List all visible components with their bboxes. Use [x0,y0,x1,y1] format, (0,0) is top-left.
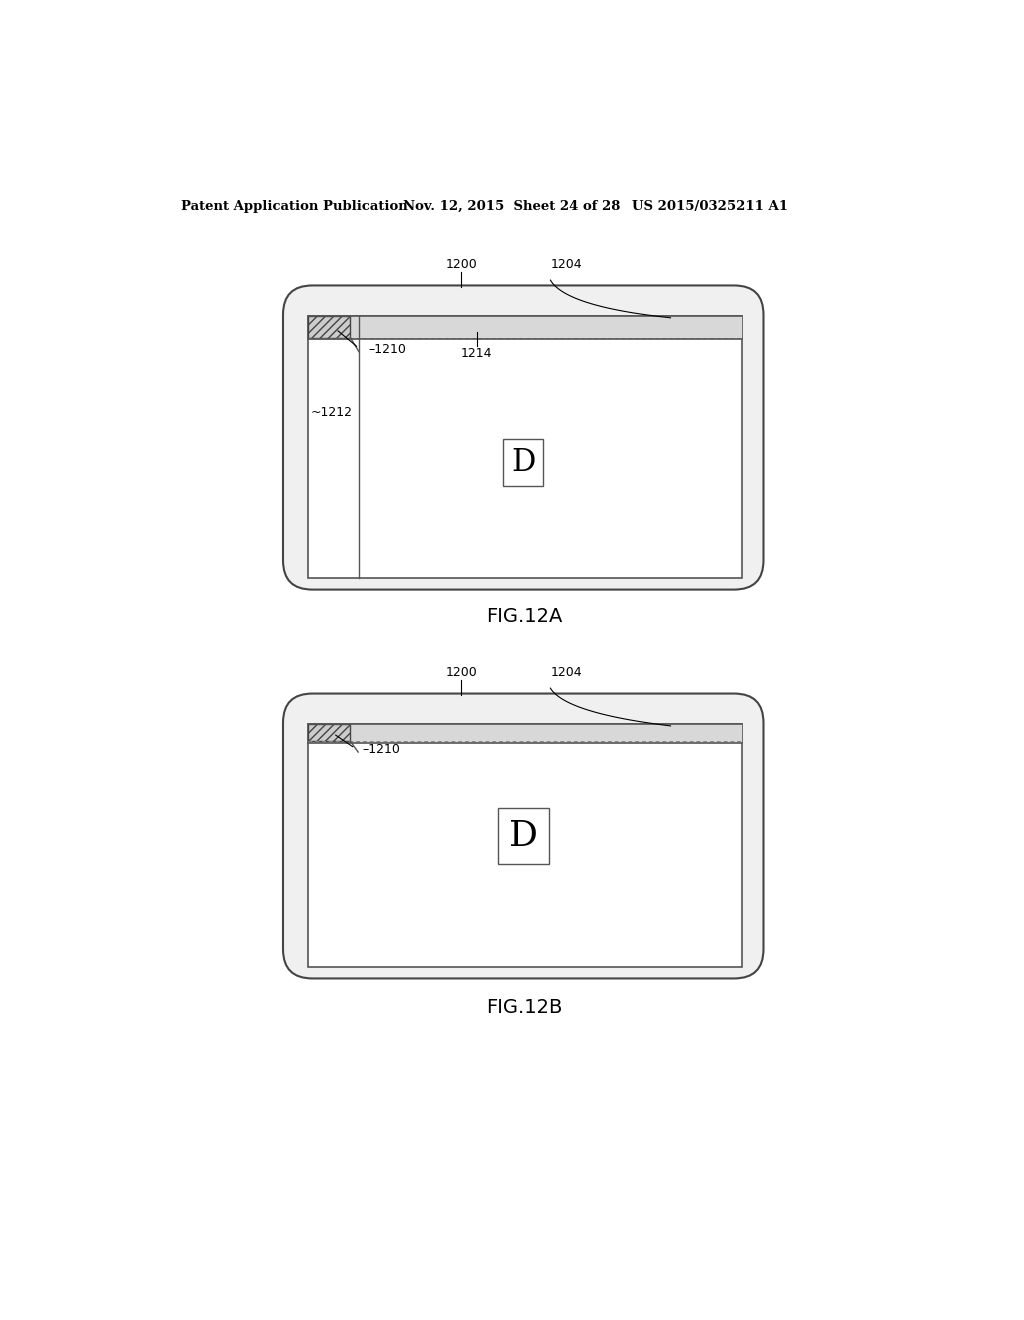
FancyBboxPatch shape [283,285,764,590]
Bar [308,317,350,338]
Text: Nov. 12, 2015  Sheet 24 of 28: Nov. 12, 2015 Sheet 24 of 28 [403,199,621,213]
Bar [308,317,741,578]
Bar [308,725,741,743]
Text: 1200: 1200 [445,665,477,678]
Bar [308,317,350,338]
Text: –1210: –1210 [369,343,407,356]
Bar [308,317,350,338]
Text: D: D [509,818,538,853]
Text: D: D [511,447,536,478]
Text: 1214: 1214 [461,347,493,360]
Text: –1210: –1210 [362,743,400,756]
Bar [308,725,350,742]
Text: FIG.12A: FIG.12A [486,607,563,626]
Bar [308,725,741,966]
FancyBboxPatch shape [283,693,764,978]
Bar [308,725,350,742]
Text: ~1212: ~1212 [310,407,352,418]
Text: 1204: 1204 [550,665,582,678]
Bar [308,317,350,338]
Text: 1200: 1200 [445,257,477,271]
Bar [308,317,741,339]
Text: 1204: 1204 [550,257,582,271]
Text: US 2015/0325211 A1: US 2015/0325211 A1 [632,199,787,213]
Text: Patent Application Publication: Patent Application Publication [180,199,408,213]
Text: FIG.12B: FIG.12B [486,998,563,1016]
